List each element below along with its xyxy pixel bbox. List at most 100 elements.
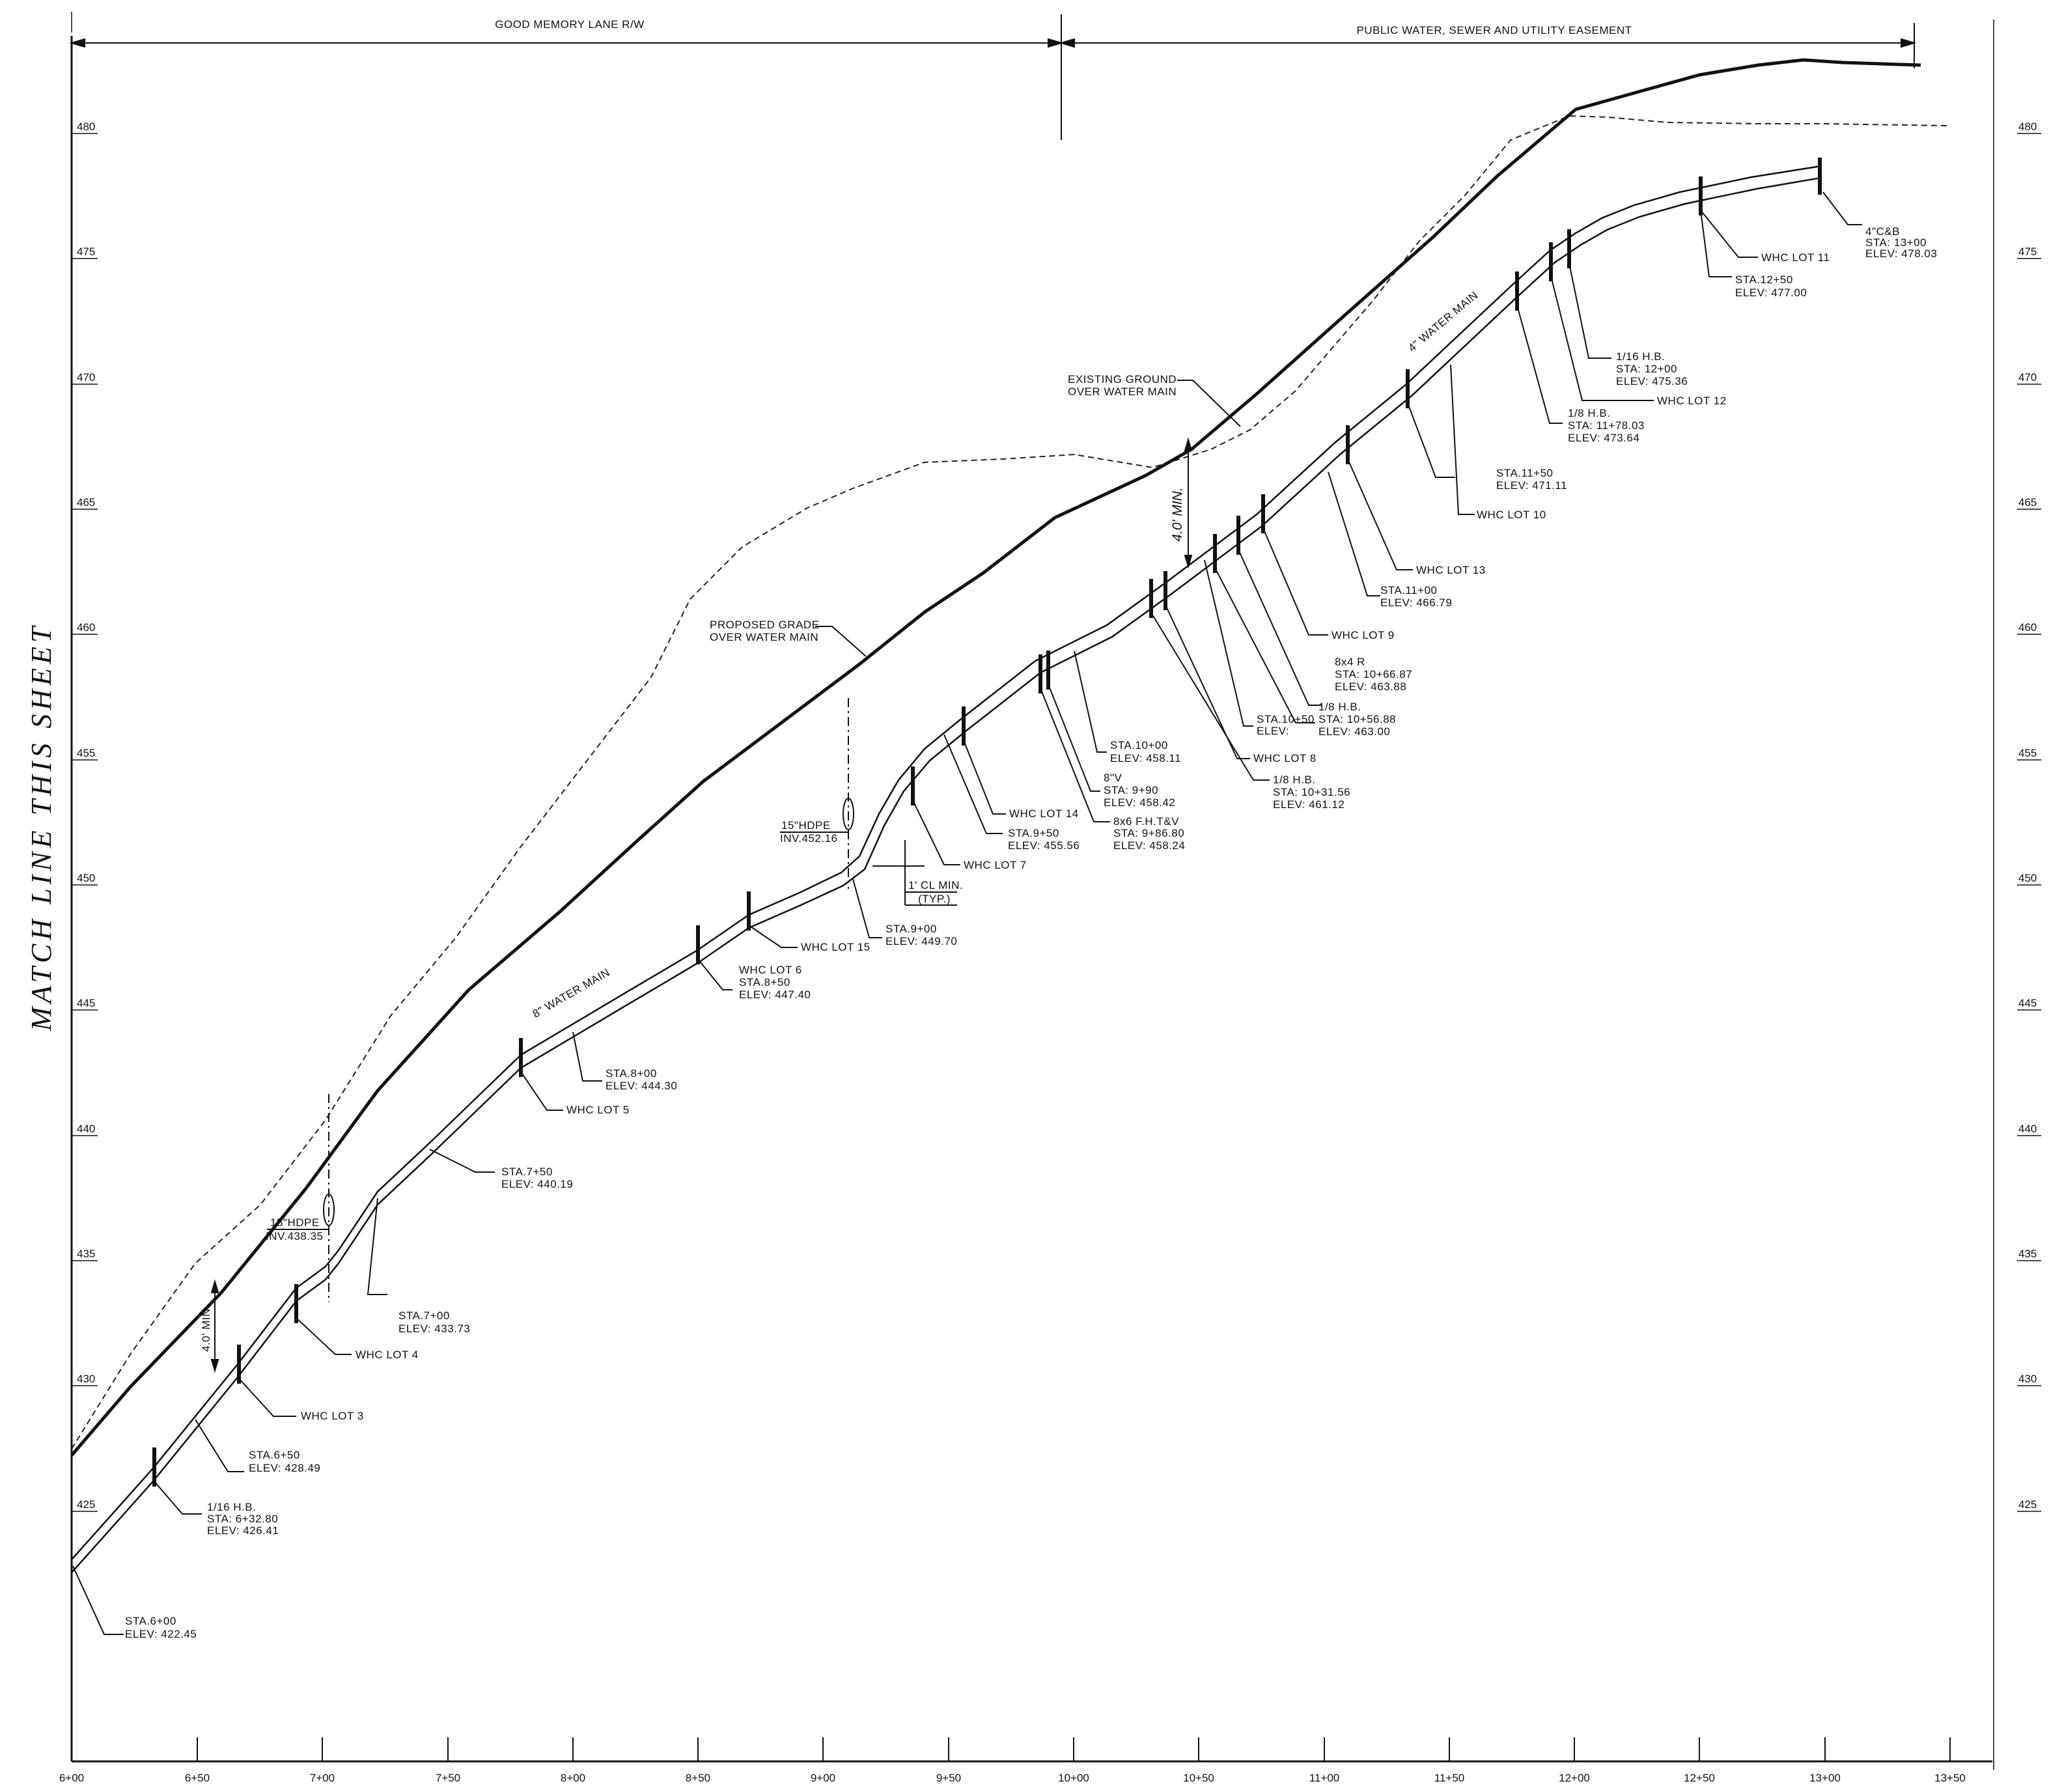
callout-line: ELEV: 447.40 [739,988,811,1001]
callout-v990: 8"V STA: 9+90 ELEV: 458.42 [1104,772,1175,809]
callout-line: ELEV: [1257,725,1289,737]
callout-line: WHC LOT 13 [1416,564,1486,576]
callout-hb1200: 1/16 H.B. STA: 12+00 ELEV: 475.36 [1616,350,1688,387]
callout-line: 4"C&B [1865,225,1900,238]
callout-line: ELEV: 433.73 [398,1323,470,1335]
callout-r1066: 8x4 R STA: 10+66.87 ELEV: 463.88 [1335,656,1412,693]
callout-line: ELEV: 444.30 [606,1080,677,1092]
left-elevation-axis [72,133,98,1512]
callout-line: 8x4 R [1335,656,1365,668]
callout-lot10: WHC LOT 10 [1477,509,1546,521]
station-tick: 11+50 [1434,1772,1464,1784]
existing-ground-line [71,115,1947,1449]
callout-lot11: WHC LOT 11 [1761,251,1830,264]
callout-line: WHC LOT 3 [301,1410,364,1422]
left-elev-tick: 450 [77,872,95,884]
callout-line: WHC LOT 5 [566,1104,630,1116]
left-elev-tick: 425 [77,1498,95,1511]
right-elev-tick: 475 [2018,245,2037,258]
culvert-pipe-label: 15"HDPE [270,1216,320,1229]
callout-line: ELEV: 466.79 [1380,596,1452,609]
callout-cb1300: 4"C&B STA: 13+00 ELEV: 478.03 [1865,225,1937,260]
station-tick: 9+50 [936,1772,961,1784]
callout-sta650: STA.6+50 ELEV: 428.49 [249,1449,320,1474]
left-elev-tick: 460 [77,621,95,634]
callout-line: ELEV: 471.11 [1496,479,1567,492]
fitting-markers [152,158,1822,1487]
callout-line: STA: 9+90 [1104,784,1158,796]
station-tick: 6+00 [59,1772,84,1784]
sheet-frame [70,12,1994,1770]
callout-line: STA.11+50 [1496,467,1554,479]
right-elev-tick: 430 [2018,1373,2037,1385]
callout-hb1056: 1/8 H.B. STA: 10+56.88 ELEV: 463.00 [1318,701,1396,738]
left-elev-tick: 435 [77,1248,95,1260]
callout-line: STA: 12+00 [1616,363,1677,375]
callout-line: STA: 10+56.88 [1318,713,1396,725]
callout-line: STA: 10+31.56 [1273,786,1350,798]
callout-line: STA.7+50 [501,1166,553,1178]
right-elevation-axis [2017,133,2041,1512]
callout-line: ELEV: 478.03 [1865,247,1937,260]
callout-line: WHC LOT 14 [1009,807,1079,820]
proposed-grade-line [70,58,1921,1457]
station-tick: 8+00 [561,1772,585,1784]
callout-line: ELEV: 463.88 [1335,680,1406,693]
proposed-grade-label: PROPOSED GRADE [710,619,820,631]
left-elev-tick: 445 [77,997,95,1009]
callout-lot3: WHC LOT 3 [301,1410,364,1422]
callout-line: WHC LOT 15 [801,941,871,953]
callout-line: ELEV: 477.00 [1735,287,1807,299]
callout-line: STA.11+00 [1380,584,1438,596]
callout-hb632: 1/16 H.B. STA: 6+32.80 ELEV: 426.41 [207,1501,279,1537]
callout-sta600: STA.6+00 ELEV: 422.45 [125,1615,197,1640]
callout-sta1250: STA.12+50 ELEV: 477.00 [1735,273,1807,299]
callout-line: STA.10+50 [1257,713,1315,725]
water-main-upper [71,165,1822,1560]
callout-lot14: WHC LOT 14 [1009,807,1079,820]
header-right-title: PUBLIC WATER, SEWER AND UTILITY EASEMENT [1356,24,1632,36]
callout-line: ELEV: 473.64 [1568,432,1639,444]
callout-lot9: WHC LOT 9 [1331,629,1394,641]
callout-leaders [72,191,1862,1635]
callout-sta1100: STA.11+00 ELEV: 466.79 [1380,584,1452,609]
callout-line: ELEV: 449.70 [885,935,957,947]
clearance-label-typ: (TYP.) [918,893,951,905]
left-elev-tick: 440 [77,1123,95,1135]
right-elev-tick: 460 [2018,621,2037,634]
callout-line: 8x6 F.H.T&V [1113,815,1179,828]
callout-sta700: STA.7+00 ELEV: 433.73 [398,1309,470,1335]
culvert-invert-label: INV.438.35 [266,1230,324,1242]
callout-line: WHC LOT 4 [355,1349,419,1361]
callout-line: STA: 9+86.80 [1113,827,1184,839]
culvert-invert-label: INV.452.16 [780,832,838,845]
callout-sta1150: STA.11+50 ELEV: 471.11 [1496,467,1567,492]
callout-lot15: WHC LOT 15 [801,941,871,953]
right-elev-tick: 480 [2018,120,2037,133]
callout-line: 1/16 H.B. [1616,350,1665,363]
match-line-label: MATCH LINE THIS SHEET [25,623,57,1032]
cover-dimension-right [1184,437,1193,569]
station-tick: 12+50 [1684,1772,1715,1784]
callout-line: ELEV: 428.49 [249,1462,320,1474]
callout-line: ELEV: 463.00 [1318,725,1390,738]
station-tick: 13+50 [1934,1772,1966,1784]
callout-lot5: WHC LOT 5 [566,1104,630,1116]
callout-sta900: STA.9+00 ELEV: 449.70 [885,923,957,947]
right-elev-tick: 445 [2018,997,2037,1009]
callout-line: STA.7+00 [398,1309,450,1322]
culvert-label-638: 15"HDPE INV.438.35 [266,1216,324,1242]
proposed-grade-callout: PROPOSED GRADE OVER WATER MAIN [710,619,867,657]
callout-sta1050: STA.10+50 ELEV: [1257,713,1315,737]
callout-lot6: WHC LOT 6 STA.8+50 ELEV: 447.40 [739,964,811,1001]
existing-ground-callout: EXISTING GROUND OVER WATER MAIN [1068,373,1241,427]
callout-line: STA.8+50 [739,976,790,988]
callout-sta1000: STA.10+00 ELEV: 458.11 [1110,739,1181,764]
callout-line: ELEV: 458.24 [1113,839,1185,852]
left-elev-tick: 470 [77,371,95,384]
station-tick: 10+50 [1183,1772,1214,1784]
station-tick: 7+00 [310,1772,335,1784]
clearance-dimension [872,840,957,906]
callout-line: ELEV: 422.45 [125,1628,197,1640]
callout-sta750: STA.7+50 ELEV: 440.19 [501,1166,573,1190]
